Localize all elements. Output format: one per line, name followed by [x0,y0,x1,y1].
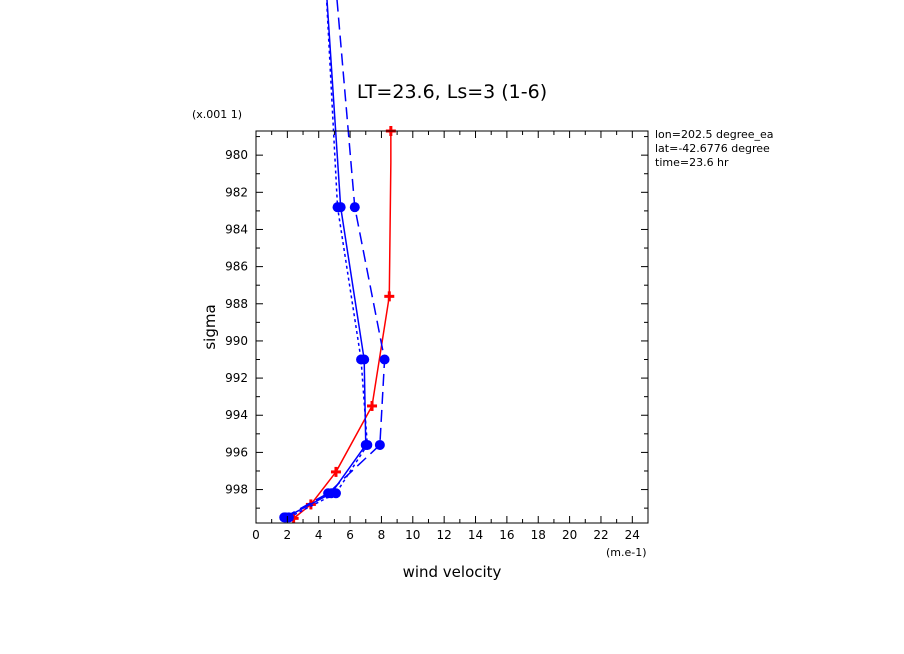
y-tick-label: 984 [225,222,248,236]
data-point-dot [356,354,367,365]
data-point-dot [374,439,385,450]
y-tick-label: 990 [225,334,248,348]
info-line-lon: lon=202.5 degree_ea [655,128,774,141]
y-tick-label: 986 [225,260,248,274]
x-tick-label: 10 [405,528,420,542]
data-point-plus [330,466,341,477]
data-point-dot [279,512,290,523]
y-tick-label: 994 [225,408,248,422]
data-point-plus [367,400,378,411]
x-tick-label: 12 [437,528,452,542]
y-axis-ticks: 980 982 984 986 988 990 992 994 996 998 [225,136,648,509]
x-tick-label: 20 [562,528,577,542]
data-point-dot [332,202,343,213]
x-tick-label: 22 [593,528,608,542]
series-line-2 [285,0,367,519]
series-line-3 [288,0,369,519]
y-tick-label: 988 [225,297,248,311]
x-axis-title: wind velocity [403,563,502,581]
y-tick-label: 996 [225,445,248,459]
x-tick-label: 24 [625,528,640,542]
data-point-dot [379,354,390,365]
data-point-dot [349,202,360,213]
y-axis-title: sigma [201,304,219,349]
x-tick-label: 0 [252,528,260,542]
plot-area-frame [255,130,649,524]
info-line-time: time=23.6 hr [655,156,729,169]
x-tick-label: 2 [284,528,292,542]
info-line-lat: lat=-42.6776 degree [655,142,770,155]
y-tick-label: 980 [225,148,248,162]
x-tick-label: 8 [378,528,386,542]
x-axis-ticks: 0 2 4 6 8 10 12 14 16 18 20 22 24 [252,131,640,542]
data-point-dot [330,488,341,499]
y-tick-label: 992 [225,371,248,385]
series-layer [279,0,396,524]
data-point-dot [362,439,373,450]
y-tick-label: 998 [225,483,248,497]
x-tick-label: 18 [531,528,546,542]
chart-title: LT=23.6, Ls=3 (1-6) [357,81,547,103]
data-point-plus [384,291,395,302]
x-tick-label: 4 [315,528,323,542]
data-point-dot [323,488,334,499]
x-tick-label: 16 [499,528,514,542]
x-axis-unit-label: (m.e-1) [606,546,647,559]
y-axis-unit-label: (x.001 1) [192,108,242,121]
x-tick-label: 6 [346,528,354,542]
series-line-4 [283,0,386,519]
series-line-1 [293,131,392,519]
x-tick-label: 14 [468,528,483,542]
y-tick-label: 982 [225,185,248,199]
